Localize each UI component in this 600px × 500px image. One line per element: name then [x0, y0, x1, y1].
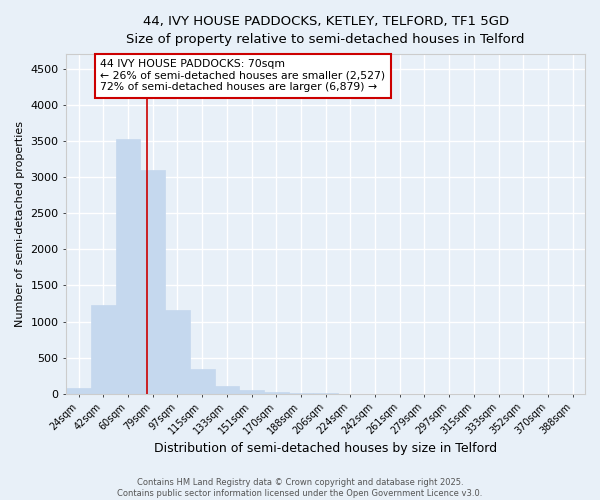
Bar	[165, 310, 190, 394]
Bar	[190, 368, 215, 394]
Bar	[239, 390, 264, 394]
Bar	[116, 140, 140, 394]
Bar	[215, 386, 239, 394]
Text: Contains HM Land Registry data © Crown copyright and database right 2025.
Contai: Contains HM Land Registry data © Crown c…	[118, 478, 482, 498]
Y-axis label: Number of semi-detached properties: Number of semi-detached properties	[15, 121, 25, 327]
Bar	[91, 305, 116, 394]
Title: 44, IVY HOUSE PADDOCKS, KETLEY, TELFORD, TF1 5GD
Size of property relative to se: 44, IVY HOUSE PADDOCKS, KETLEY, TELFORD,…	[127, 15, 525, 46]
X-axis label: Distribution of semi-detached houses by size in Telford: Distribution of semi-detached houses by …	[154, 442, 497, 455]
Bar	[67, 388, 91, 394]
Bar	[140, 170, 165, 394]
Bar	[264, 392, 289, 394]
Bar	[289, 393, 313, 394]
Text: 44 IVY HOUSE PADDOCKS: 70sqm
← 26% of semi-detached houses are smaller (2,527)
7: 44 IVY HOUSE PADDOCKS: 70sqm ← 26% of se…	[100, 59, 385, 92]
